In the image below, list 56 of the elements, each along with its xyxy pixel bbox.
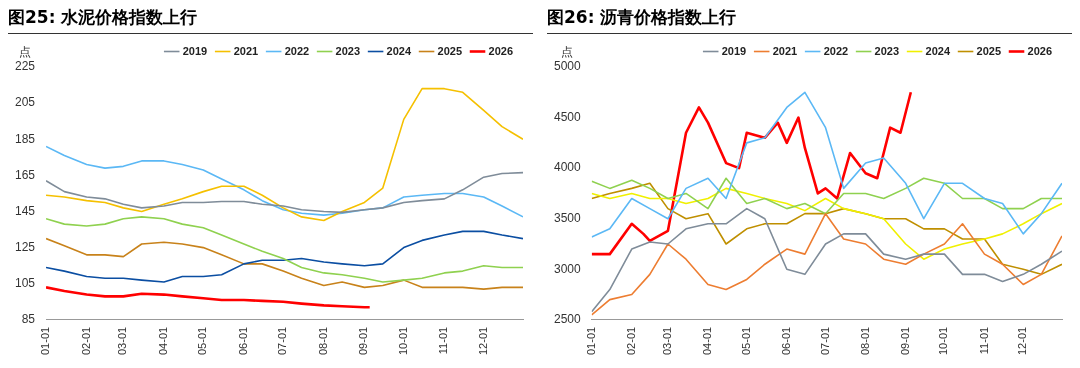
x-tick-label: 11-01 — [437, 326, 450, 355]
y-tick-label: 185 — [14, 131, 36, 146]
legend-label: 2026 — [1027, 44, 1053, 57]
legend-label: 2025 — [976, 44, 1002, 57]
legend-label: 2019 — [721, 44, 747, 57]
legend-label: 2023 — [335, 44, 361, 57]
legend-label: 2021 — [772, 44, 798, 57]
legend-label: 2023 — [874, 44, 900, 57]
x-tick-label: 06-01 — [236, 326, 249, 356]
x-tick-label: 12-01 — [476, 326, 489, 356]
x-tick-label: 09-01 — [898, 326, 911, 356]
legend-label: 2025 — [437, 44, 463, 57]
y-tick-label: 145 — [14, 203, 36, 218]
x-tick-label: 02-01 — [79, 326, 92, 356]
x-tick-label: 09-01 — [357, 326, 370, 356]
x-tick-label: 10-01 — [396, 326, 409, 356]
x-tick-label: 12-01 — [1016, 326, 1029, 356]
legend-label: 2026 — [488, 44, 514, 57]
legend-label: 2024 — [386, 44, 412, 57]
y-axis-title: 点 — [19, 45, 32, 60]
y-tick-label: 3000 — [553, 261, 582, 276]
y-tick-label: 85 — [21, 312, 36, 327]
x-tick-label: 05-01 — [196, 326, 209, 356]
y-tick-label: 105 — [14, 276, 36, 291]
y-axis-title: 点 — [561, 45, 574, 60]
x-tick-label: 01-01 — [39, 326, 52, 356]
legend-label: 2022 — [823, 44, 849, 57]
x-tick-label: 11-01 — [977, 326, 990, 355]
legend-label: 2022 — [284, 44, 310, 57]
chart-title: 图26: 沥青价格指数上行 — [547, 6, 1072, 34]
x-tick-label: 05-01 — [739, 326, 752, 356]
x-tick-label: 04-01 — [156, 326, 169, 356]
x-tick-label: 03-01 — [660, 326, 673, 356]
x-tick-label: 07-01 — [276, 326, 289, 356]
y-tick-label: 4000 — [553, 160, 582, 175]
y-tick-label: 4500 — [553, 109, 582, 124]
x-tick-label: 01-01 — [584, 326, 597, 356]
y-tick-label: 125 — [14, 239, 36, 254]
x-tick-label: 08-01 — [316, 326, 329, 356]
y-tick-label: 205 — [14, 95, 36, 110]
y-tick-label: 3500 — [553, 211, 582, 226]
legend-label: 2024 — [925, 44, 951, 57]
y-tick-label: 5000 — [553, 59, 582, 74]
x-tick-label: 08-01 — [858, 326, 871, 356]
y-tick-label: 225 — [14, 59, 36, 74]
x-tick-label: 10-01 — [937, 326, 950, 356]
x-tick-label: 06-01 — [779, 326, 792, 356]
x-tick-label: 02-01 — [624, 326, 637, 356]
legend-label: 2021 — [233, 44, 259, 57]
chart-title: 图25: 水泥价格指数上行 — [8, 6, 533, 34]
x-tick-label: 07-01 — [818, 326, 831, 356]
legend-label: 2019 — [182, 44, 208, 57]
y-tick-label: 165 — [14, 167, 36, 182]
x-tick-label: 04-01 — [701, 326, 714, 356]
x-tick-label: 03-01 — [116, 326, 129, 356]
y-tick-label: 2500 — [553, 312, 582, 327]
